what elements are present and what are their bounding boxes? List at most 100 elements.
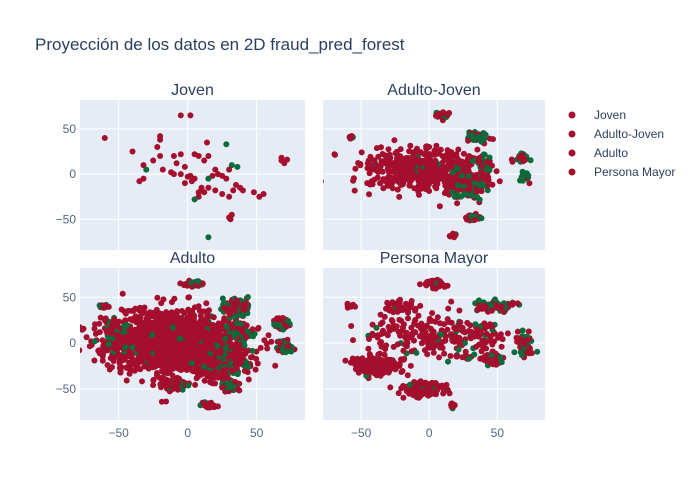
- data-point: [467, 322, 474, 329]
- data-point: [471, 217, 478, 223]
- data-point: [403, 388, 410, 395]
- y-tick-label: 0: [69, 167, 76, 181]
- data-point: [139, 378, 145, 385]
- data-point: [240, 306, 247, 313]
- data-point: [132, 358, 139, 365]
- data-point: [498, 359, 505, 366]
- data-point: [204, 139, 210, 146]
- data-point: [187, 112, 194, 119]
- data-point: [195, 373, 202, 380]
- data-point: [412, 307, 419, 314]
- data-point: [183, 362, 190, 369]
- data-point: [201, 189, 208, 196]
- data-point: [177, 112, 184, 119]
- data-point: [483, 345, 490, 352]
- data-point: [236, 387, 243, 394]
- data-point: [486, 154, 493, 161]
- data-point: [380, 369, 387, 376]
- data-point: [445, 305, 452, 312]
- data-point: [154, 370, 160, 376]
- data-point: [395, 390, 402, 397]
- data-point: [517, 154, 524, 161]
- data-point: [480, 182, 487, 189]
- legend[interactable]: Joven Adulto-Joven Adulto Persona Mayor: [568, 108, 676, 179]
- y-tick-label: 0: [69, 336, 76, 350]
- data-point: [466, 355, 472, 362]
- data-point: [114, 353, 121, 360]
- data-point: [205, 175, 212, 182]
- data-point: [473, 175, 480, 182]
- data-point: [378, 158, 385, 165]
- data-point: [394, 341, 401, 348]
- legend-marker: [568, 111, 576, 119]
- data-point: [208, 373, 215, 380]
- data-point: [147, 309, 153, 316]
- data-point: [143, 350, 150, 357]
- data-point: [91, 325, 98, 332]
- data-point: [280, 315, 287, 322]
- data-point: [418, 168, 425, 175]
- data-point: [332, 151, 338, 158]
- data-point: [212, 166, 219, 173]
- data-point: [436, 354, 443, 361]
- data-point: [350, 175, 357, 182]
- data-point: [350, 359, 357, 366]
- data-point: [465, 167, 472, 173]
- data-point: [243, 348, 249, 355]
- data-point: [124, 335, 131, 342]
- data-point: [483, 166, 490, 173]
- data-point: [387, 384, 394, 391]
- data-point: [374, 174, 381, 181]
- legend-marker: [568, 168, 576, 176]
- data-point: [408, 172, 415, 179]
- data-point: [461, 340, 468, 346]
- data-point: [125, 353, 132, 360]
- data-point: [412, 386, 419, 393]
- data-point: [417, 382, 423, 389]
- data-point: [227, 306, 234, 313]
- data-point: [465, 137, 472, 144]
- legend-item-joven[interactable]: Joven: [568, 108, 627, 122]
- data-point: [427, 152, 434, 159]
- points-layer: [80, 277, 298, 411]
- x-tick-label: 50: [250, 426, 264, 440]
- data-point: [272, 362, 279, 369]
- data-point: [378, 343, 385, 350]
- data-point: [415, 312, 422, 319]
- legend-item-adulto[interactable]: Adulto: [568, 146, 629, 160]
- data-point: [207, 404, 213, 411]
- data-point: [170, 153, 177, 159]
- data-point: [122, 317, 129, 324]
- legend-item-persona-mayor[interactable]: Persona Mayor: [568, 165, 676, 179]
- data-point: [439, 153, 446, 160]
- data-point: [396, 316, 403, 323]
- data-point: [170, 365, 177, 372]
- data-point: [432, 150, 439, 157]
- data-point: [121, 308, 128, 315]
- data-point: [196, 352, 203, 359]
- data-point: [323, 179, 324, 184]
- data-point: [460, 150, 467, 157]
- data-point: [443, 188, 449, 195]
- data-point: [176, 359, 182, 365]
- data-point: [228, 162, 235, 169]
- data-point: [110, 317, 117, 324]
- data-point: [469, 192, 475, 199]
- data-point: [488, 307, 495, 314]
- data-point: [236, 342, 243, 349]
- data-point: [476, 297, 482, 304]
- data-point: [385, 169, 392, 175]
- data-point: [228, 321, 235, 328]
- data-point: [160, 367, 167, 374]
- data-point: [525, 336, 531, 343]
- data-point: [138, 358, 145, 365]
- data-point: [454, 182, 461, 189]
- data-point: [509, 301, 516, 308]
- data-point: [189, 360, 195, 367]
- legend-item-adulto-joven[interactable]: Adulto-Joven: [568, 127, 665, 141]
- data-point: [357, 359, 364, 366]
- data-point: [455, 146, 462, 153]
- data-point: [377, 180, 384, 187]
- data-point: [181, 163, 188, 170]
- data-point: [143, 315, 150, 322]
